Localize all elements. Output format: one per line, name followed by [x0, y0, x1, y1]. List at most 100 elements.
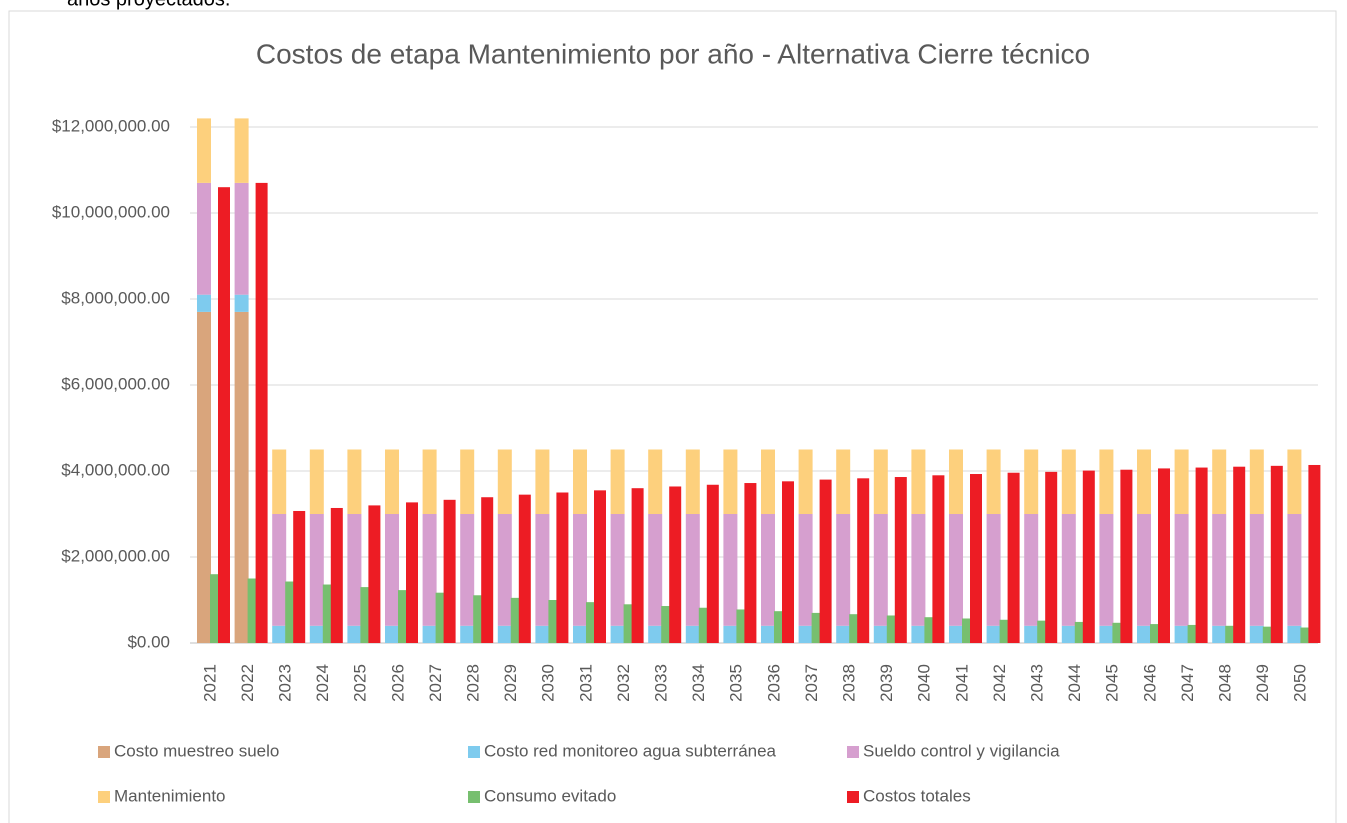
x-tick-label: 2024: [313, 664, 332, 702]
bar-segment: [535, 514, 550, 626]
x-tick-label: 2046: [1140, 664, 1159, 702]
bar-segment: [573, 449, 587, 514]
bar: [368, 505, 381, 643]
bar-segment: [197, 118, 211, 183]
x-tick-label: 2026: [388, 664, 407, 702]
bar-segment: [347, 514, 362, 626]
bar: [210, 574, 221, 643]
bar: [218, 187, 230, 643]
bar-segment: [685, 449, 700, 514]
bar: [1225, 625, 1237, 643]
bar: [669, 486, 682, 643]
bar: [1187, 624, 1199, 643]
bar-segment: [347, 449, 362, 514]
legend-swatch: [847, 746, 859, 758]
bar-segment: [1099, 449, 1114, 514]
bar: [857, 478, 870, 643]
bar: [322, 584, 334, 643]
bar-segment: [1099, 514, 1114, 626]
bar-segment: [610, 449, 625, 514]
bar-segment: [1212, 514, 1227, 626]
bar-segment: [497, 514, 512, 626]
bar: [1300, 627, 1312, 643]
legend-label: Costos totales: [863, 786, 971, 805]
bar-segment: [1099, 625, 1114, 643]
bar: [1074, 621, 1086, 643]
bar-segment: [798, 625, 813, 643]
bar-segment: [309, 514, 324, 626]
legend-label: Mantenimiento: [114, 786, 226, 805]
bar-segment: [836, 625, 851, 643]
bar-segment: [1212, 449, 1227, 514]
bar-segment: [234, 294, 249, 312]
x-tick-label: 2043: [1027, 664, 1046, 702]
y-tick-label: $6,000,000.00: [61, 374, 170, 393]
bar: [744, 483, 757, 643]
x-tick-label: 2028: [463, 664, 482, 702]
bar-segment: [911, 625, 926, 643]
bar: [736, 609, 748, 643]
bar: [473, 595, 485, 643]
bar: [1270, 465, 1283, 643]
bar-segment: [497, 625, 512, 643]
bar: [247, 578, 259, 643]
bar-segment: [347, 625, 362, 643]
bar: [782, 481, 794, 643]
bar: [255, 182, 268, 643]
bar-segment: [685, 514, 700, 626]
bar-segment: [1024, 514, 1039, 626]
bar: [970, 474, 982, 643]
bar: [330, 507, 343, 643]
bar-segment: [723, 514, 738, 626]
bar-segment: [573, 625, 587, 643]
bar: [293, 510, 306, 643]
x-tick-label: 2029: [501, 664, 520, 702]
bar-segment: [986, 625, 1001, 643]
bar: [1233, 466, 1246, 643]
bar: [1158, 468, 1170, 643]
legend-swatch: [468, 746, 480, 758]
x-tick-label: 2036: [764, 664, 783, 702]
bar-segment: [1287, 514, 1302, 626]
x-tick-label: 2031: [576, 664, 595, 702]
x-tick-label: 2027: [426, 664, 445, 702]
legend-swatch: [847, 791, 859, 803]
bar: [774, 611, 785, 643]
bar-segment: [272, 449, 287, 514]
bar-segment: [723, 449, 738, 514]
bar: [623, 604, 635, 643]
bar: [406, 502, 418, 643]
bar-segment: [1137, 625, 1151, 643]
bar-segment: [422, 625, 437, 643]
bar-segment: [1249, 514, 1264, 626]
bar-segment: [1249, 449, 1264, 514]
bar: [819, 479, 832, 643]
bar: [962, 618, 973, 643]
bar: [999, 619, 1011, 643]
y-tick-label: $10,000,000.00: [52, 202, 170, 221]
x-tick-label: 2050: [1291, 664, 1310, 702]
y-tick-label: $8,000,000.00: [61, 288, 170, 307]
bar: [1082, 470, 1095, 643]
legend-swatch: [468, 791, 480, 803]
bar-segment: [911, 514, 926, 626]
bar-segment: [648, 514, 663, 626]
bar: [510, 597, 522, 643]
bar-segment: [309, 625, 324, 643]
bar: [285, 581, 297, 643]
bar-segment: [422, 514, 437, 626]
bar-segment: [1024, 449, 1039, 514]
x-tick-label: 2021: [200, 664, 219, 702]
x-tick-label: 2037: [802, 664, 821, 702]
y-tick-label: $0.00: [127, 632, 170, 651]
bar-segment: [535, 449, 550, 514]
bar-segment: [460, 514, 475, 626]
y-tick-label: $12,000,000.00: [52, 116, 170, 135]
bar: [1120, 469, 1133, 643]
bar: [1007, 472, 1020, 643]
x-tick-label: 2025: [351, 664, 370, 702]
bar-segment: [234, 118, 249, 183]
bar-segment: [1137, 449, 1151, 514]
bar-segment: [836, 514, 851, 626]
x-tick-label: 2035: [727, 664, 746, 702]
